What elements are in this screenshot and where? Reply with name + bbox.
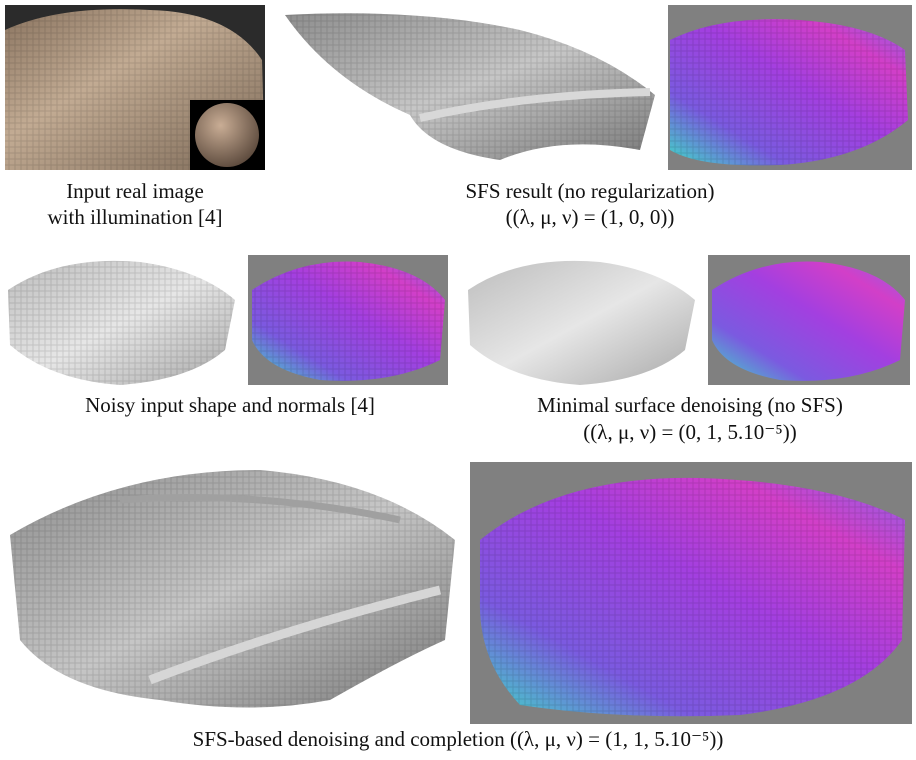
mesh-render (8, 260, 235, 385)
caption: SFS-based denoising and completion ((λ, … (193, 727, 724, 751)
caption: SFS result (no regularization) (465, 179, 714, 203)
mesh-render (10, 470, 455, 708)
normal-map (248, 255, 448, 385)
caption: with illumination [4] (48, 205, 223, 229)
normal-map (708, 255, 910, 385)
normal-map (668, 5, 912, 170)
mesh-render (468, 260, 695, 385)
caption: ((λ, μ, ν) = (1, 0, 0)) (506, 205, 675, 229)
caption: ((λ, μ, ν) = (0, 1, 5.10⁻⁵)) (583, 420, 796, 444)
caption: Noisy input shape and normals [4] (85, 393, 375, 417)
caption: Minimal surface denoising (no SFS) (537, 393, 843, 417)
mesh-render (285, 13, 655, 160)
caption: Input real image (66, 179, 204, 203)
photo (5, 5, 265, 170)
normal-map (470, 462, 912, 724)
